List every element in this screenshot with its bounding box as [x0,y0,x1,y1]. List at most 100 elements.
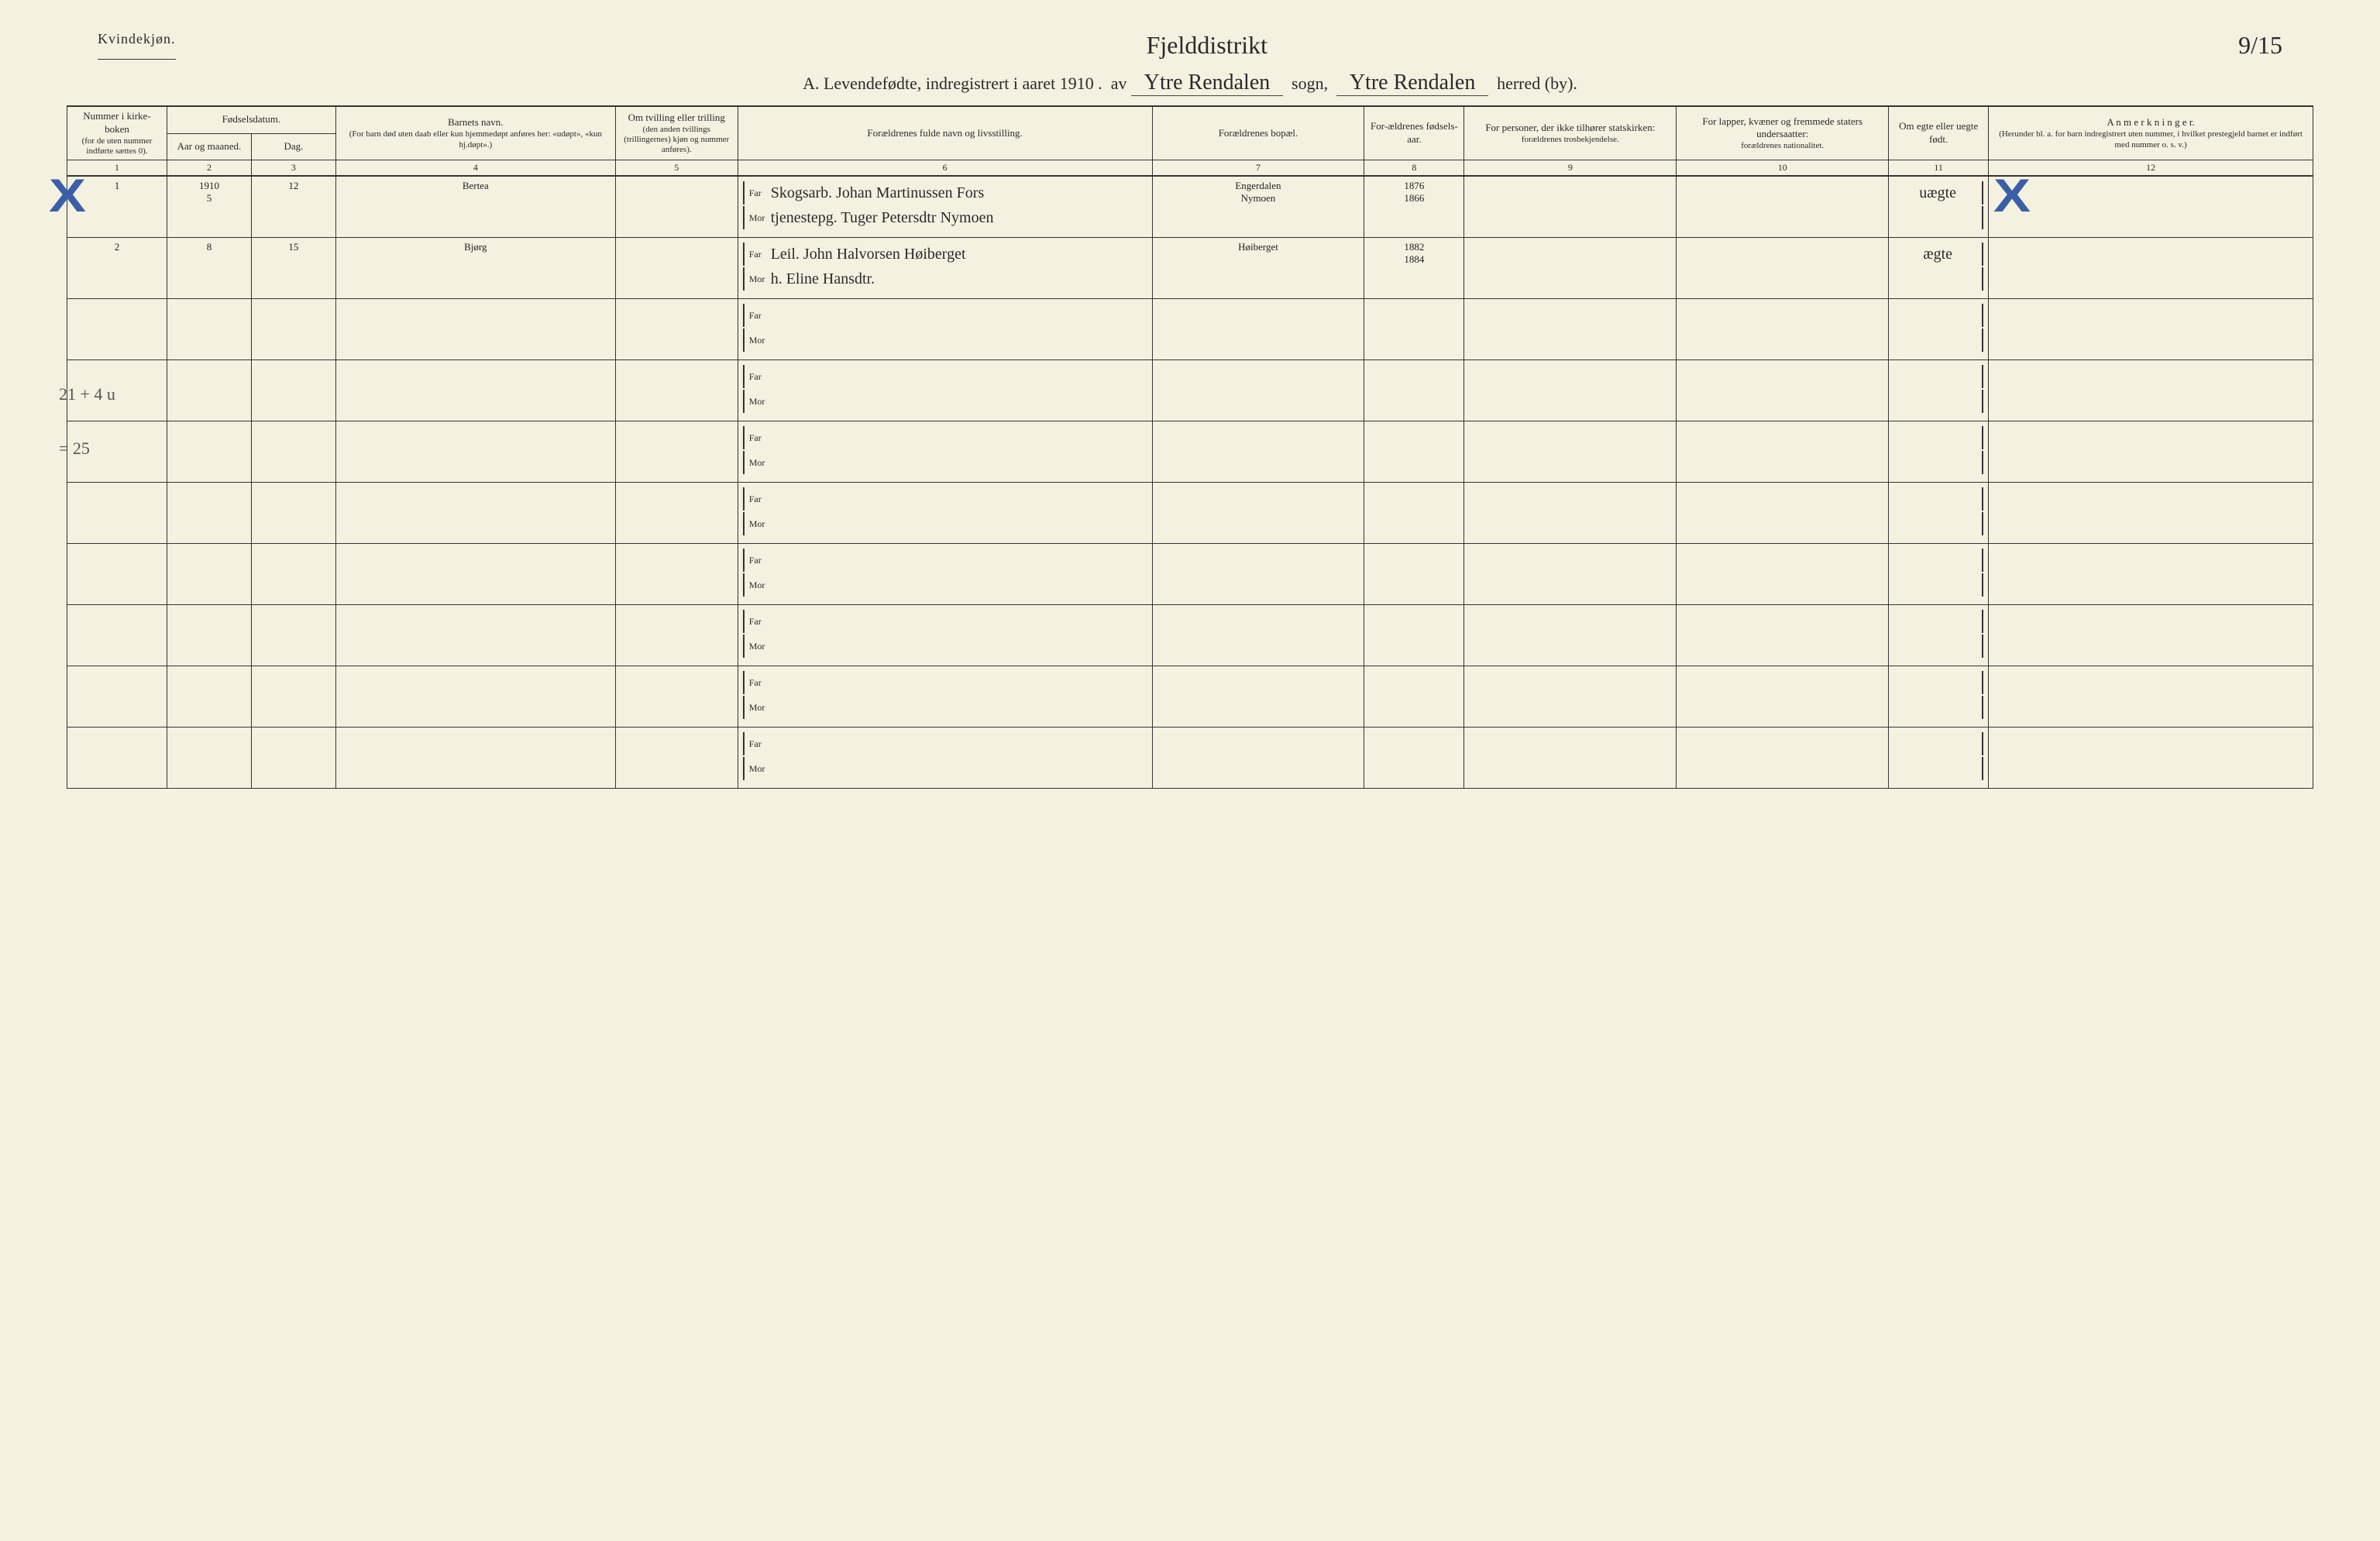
mor-line: Mor [743,390,1147,413]
cell-name [335,605,615,666]
bracket-top [1893,426,1983,449]
register-page: Kvindekjøn. Fjelddistrikt 9/15 A. Levend… [67,31,2313,789]
col-header-10: For lapper, kvæner og fremmede staters u… [1677,106,1889,160]
cell-year-month [167,666,251,728]
cell-parents: Far Mor [738,728,1152,789]
col-header-4: Barnets navn. (For barn død uten daab el… [335,106,615,160]
cell-nationality [1677,483,1889,544]
colnum-11: 11 [1889,160,1989,177]
cell-twin [615,176,738,238]
far-value: Skogsarb. Johan Martinussen Fors [771,184,985,202]
cell-remarks [1989,728,2313,789]
x-mark-icon: X [49,169,86,222]
cell-birthyear [1364,299,1464,360]
bracket-bottom [1893,635,1983,658]
far-line: Far [743,304,1147,327]
cell-twin [615,299,738,360]
cell-name [335,360,615,421]
cell-residence: Høiberget [1152,238,1364,299]
form-title: A. Levendefødte, indregistrert i aaret 1… [67,67,2313,105]
cell-birthyear [1364,421,1464,483]
colnum-3: 3 [251,160,335,177]
cell-year-month [167,360,251,421]
mor-line: Mor [743,635,1147,658]
mor-value: tjenestepg. Tuger Petersdtr Nymoen [771,209,994,227]
cell-legitimacy [1889,666,1989,728]
colnum-9: 9 [1464,160,1677,177]
cell-birthyear [1364,728,1464,789]
table-row-empty: Far Mor [67,728,2313,789]
cell-twin [615,605,738,666]
table-row: 2 8 15 Bjørg Far Leil. John Halvorsen Hø… [67,238,2313,299]
far-value: Leil. John Halvorsen Høiberget [771,246,966,263]
far-line: Far [743,671,1147,694]
cell-legitimacy: uægte [1889,176,1989,238]
cell-remarks [1989,666,2313,728]
margin-note-1: 21 + 4 u [59,384,115,404]
cell-legitimacy [1889,728,1989,789]
cell-year-month [167,728,251,789]
cell-nationality [1677,666,1889,728]
table-row-empty: Far Mor [67,544,2313,605]
cell-name [335,483,615,544]
far-line: Far [743,610,1147,633]
bracket-top: uægte [1893,181,1983,205]
far-line: Far Skogsarb. Johan Martinussen Fors [743,181,1147,205]
cell-num [67,299,167,360]
title-av: av [1111,74,1127,93]
cell-num [67,544,167,605]
mor-label: Mor [749,457,771,469]
far-line: Far [743,549,1147,572]
herred-handwritten: Ytre Rendalen [1336,71,1488,96]
mor-label: Mor [749,702,771,714]
colnum-12: 12 [1989,160,2313,177]
cell-residence [1152,544,1364,605]
bracket-bottom [1893,757,1983,780]
cell-year-month: 8 [167,238,251,299]
cell-residence [1152,483,1364,544]
bracket-top [1893,610,1983,633]
cell-name: Bjørg [335,238,615,299]
bracket-top [1893,549,1983,572]
far-label: Far [749,371,771,383]
far-label: Far [749,616,771,628]
mor-label: Mor [749,273,771,285]
cell-nationality [1677,605,1889,666]
table-row: X 1 19105 12 Bertea Far Skogsarb. Johan … [67,176,2313,238]
bracket-top [1893,732,1983,755]
far-label: Far [749,310,771,322]
col-header-7: Forældrenes bopæl. [1152,106,1364,160]
far-label: Far [749,494,771,505]
far-label: Far [749,249,771,260]
cell-twin [615,360,738,421]
cell-legitimacy [1889,544,1989,605]
cell-birthyear: 18821884 [1364,238,1464,299]
mor-line: Mor [743,757,1147,780]
table-row-empty: Far Mor [67,483,2313,544]
cell-year-month [167,299,251,360]
col-header-6: Forældrenes fulde navn og livsstilling. [738,106,1152,160]
cell-day [251,666,335,728]
cell-remarks [1989,299,2313,360]
cell-twin [615,544,738,605]
cell-religion [1464,483,1677,544]
table-row-empty: Far Mor [67,360,2313,421]
bracket-bottom [1893,573,1983,597]
col-header-2: Aar og maaned. [167,133,251,160]
cell-nationality [1677,728,1889,789]
cell-parents: Far Mor [738,360,1152,421]
cell-residence [1152,421,1364,483]
table-row-empty: Far Mor [67,299,2313,360]
cell-residence [1152,728,1364,789]
mor-label: Mor [749,212,771,224]
cell-parents: Far Leil. John Halvorsen Høiberget Mor h… [738,238,1152,299]
cell-parents: Far Mor [738,544,1152,605]
cell-religion [1464,544,1677,605]
cell-religion [1464,421,1677,483]
cell-remarks [1989,605,2313,666]
title-year-suffix: 0 . [1085,74,1102,93]
colnum-2: 2 [167,160,251,177]
colnum-1: 1 [67,160,167,177]
margin-note-2: = 25 [59,439,90,459]
cell-parents: Far Skogsarb. Johan Martinussen Fors Mor… [738,176,1152,238]
